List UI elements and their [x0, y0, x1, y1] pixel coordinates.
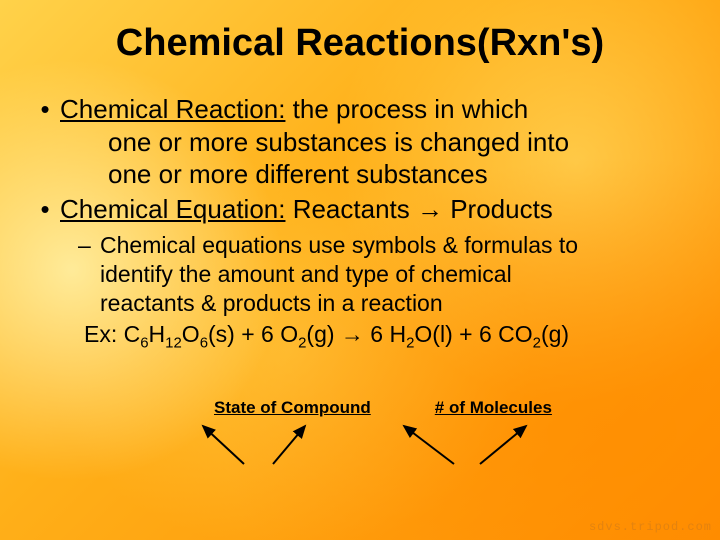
sub-line2: identify the amount and type of chemical	[100, 261, 512, 287]
term-reaction: Chemical Reaction:	[60, 94, 285, 124]
sub-line1: Chemical equations use symbols & formula…	[100, 232, 578, 258]
bullet-dot: •	[30, 193, 60, 226]
label-state: State of Compound	[214, 398, 371, 418]
content-area: • Chemical Reaction: the process in whic…	[0, 93, 720, 418]
bullet-reaction: • Chemical Reaction: the process in whic…	[30, 93, 690, 191]
page-title: Chemical Reactions(Rxn's)	[0, 0, 720, 93]
bullet2-rest: Reactants → Products	[285, 194, 552, 224]
watermark: sdvs.tripod.com	[589, 520, 712, 534]
example-equation: Ex: C6H12O6(s) + 6 O2(g) → 6 H2O(l) + 6 …	[30, 321, 690, 352]
sub-bullet: – Chemical equations use symbols & formu…	[30, 231, 690, 317]
annotation-labels: State of Compound # of Molecules	[30, 398, 690, 418]
bullet-dot: •	[30, 93, 60, 191]
label-count: # of Molecules	[435, 398, 552, 418]
bullet1-line3: one or more different substances	[60, 159, 488, 189]
dash: –	[78, 231, 100, 317]
ex-prefix: Ex: C	[84, 321, 140, 347]
term-equation: Chemical Equation:	[60, 194, 285, 224]
bullet1-line2: one or more substances is changed into	[60, 127, 569, 157]
bullet-equation: • Chemical Equation: Reactants → Product…	[30, 193, 690, 226]
sub-line3: reactants & products in a reaction	[100, 290, 443, 316]
bullet1-rest: the process in which	[285, 94, 528, 124]
